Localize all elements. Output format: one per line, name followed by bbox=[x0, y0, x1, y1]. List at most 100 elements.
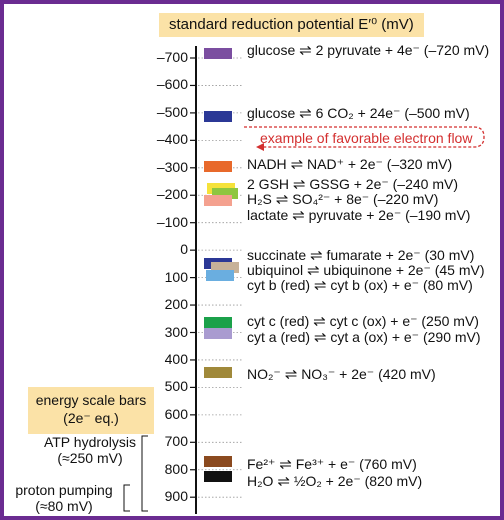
equilibrium-icon: ⇌ bbox=[313, 277, 327, 294]
example-note: example of favorable electron flow bbox=[260, 130, 473, 146]
tick-label: –400 bbox=[156, 131, 188, 148]
equilibrium-icon: ⇌ bbox=[279, 456, 292, 473]
reactant: cyt b (red) bbox=[247, 277, 311, 293]
equilibrium-icon: ⇌ bbox=[292, 176, 306, 193]
atp-line1: ATP hydrolysis bbox=[43, 434, 137, 450]
reaction-glucose-co2: glucose ⇌ 6 CO₂ + 24e⁻ (–500 mV) bbox=[247, 104, 470, 122]
products: cyt a (ox) + e⁻ (290 mV) bbox=[330, 329, 481, 345]
energy-scale-subtitle: (2e⁻ eq.) bbox=[63, 410, 119, 426]
proton-bracket bbox=[123, 484, 130, 512]
reactant: NO₂⁻ bbox=[247, 366, 281, 382]
equilibrium-icon: ⇌ bbox=[299, 42, 312, 59]
swatch-h2s bbox=[204, 195, 232, 206]
swatch-glucose-co2 bbox=[204, 111, 232, 122]
products: cyt b (ox) + e⁻ (80 mV) bbox=[330, 277, 473, 293]
products: Fe³⁺ + e⁻ (760 mV) bbox=[295, 456, 417, 472]
electron-flow-arrowhead bbox=[256, 143, 264, 151]
tick-label: 800 bbox=[164, 460, 188, 477]
swatch-glucose-pyruvate bbox=[204, 48, 232, 59]
swatch-fe bbox=[204, 456, 232, 467]
reaction-cytb: cyt b (red) ⇌ cyt b (ox) + e⁻ (80 mV) bbox=[247, 276, 473, 294]
atp-hydrolysis-label: ATP hydrolysis (≈250 mV) bbox=[40, 434, 140, 466]
reaction-gsh: 2 GSH ⇌ GSSG + 2e⁻ (–240 mV) bbox=[247, 175, 458, 193]
products: cyt c (ox) + e⁻ (250 mV) bbox=[329, 313, 479, 329]
energy-scale-title: energy scale bars bbox=[35, 392, 147, 408]
energy-scale-box: energy scale bars (2e⁻ eq.) bbox=[28, 387, 154, 434]
tick-label: –700 bbox=[156, 49, 188, 65]
products: 6 CO₂ + 24e⁻ (–500 mV) bbox=[315, 105, 470, 121]
reaction-h2s: H₂S ⇌ SO₄²⁻ + 8e⁻ (–220 mV) bbox=[247, 190, 438, 208]
equilibrium-icon: ⇌ bbox=[290, 156, 304, 173]
equilibrium-icon: ⇌ bbox=[306, 262, 320, 279]
equilibrium-icon: ⇌ bbox=[277, 473, 290, 490]
products: 2 pyruvate + 4e⁻ (–720 mV) bbox=[315, 42, 490, 58]
electron-flow-arrow bbox=[244, 126, 485, 148]
reaction-nadh: NADH ⇌ NAD⁺ + 2e⁻ (–320 mV) bbox=[247, 155, 452, 173]
products: GSSG + 2e⁻ (–240 mV) bbox=[309, 176, 458, 192]
reactant: NADH bbox=[247, 156, 287, 172]
swatch-cyta bbox=[204, 328, 232, 339]
swatch-cytb bbox=[206, 270, 234, 281]
tick-label: 400 bbox=[164, 350, 188, 367]
tick-label: 500 bbox=[164, 378, 188, 395]
tick-label: 600 bbox=[164, 405, 188, 422]
products: SO₄²⁻ + 8e⁻ (–220 mV) bbox=[292, 191, 439, 207]
reaction-fe: Fe²⁺ ⇌ Fe³⁺ + e⁻ (760 mV) bbox=[247, 455, 417, 473]
reactant: lactate bbox=[247, 207, 289, 223]
equilibrium-icon: ⇌ bbox=[299, 105, 312, 122]
products: pyruvate + 2e⁻ (–190 mV) bbox=[308, 207, 471, 223]
tick-label: –300 bbox=[156, 158, 188, 175]
tick-label: 700 bbox=[164, 433, 188, 450]
equilibrium-icon: ⇌ bbox=[310, 247, 323, 264]
equilibrium-icon: ⇌ bbox=[313, 313, 326, 330]
reactant: glucose bbox=[247, 42, 296, 58]
reactant: cyt a (red) bbox=[247, 329, 311, 345]
tick-label: 100 bbox=[164, 268, 188, 285]
tick-label: 200 bbox=[164, 296, 188, 313]
atp-line2: (≈250 mV) bbox=[57, 450, 123, 466]
reaction-ubiquinol: ubiquinol ⇌ ubiquinone + 2e⁻ (45 mV) bbox=[247, 261, 485, 279]
tick-label: 0 bbox=[180, 241, 188, 258]
equilibrium-icon: ⇌ bbox=[292, 207, 305, 224]
swatch-no2 bbox=[204, 367, 232, 378]
tick-label: 300 bbox=[164, 323, 188, 340]
equilibrium-icon: ⇌ bbox=[275, 191, 289, 208]
proton-line2: (≈80 mV) bbox=[35, 498, 93, 514]
reactant: succinate bbox=[247, 247, 307, 263]
swatch-h2s-overlap bbox=[212, 188, 238, 199]
reaction-h2o: H₂O ⇌ ½O₂ + 2e⁻ (820 mV) bbox=[247, 472, 422, 490]
reactant: H₂O bbox=[247, 473, 274, 489]
atp-bracket bbox=[141, 435, 148, 512]
tick-label: 900 bbox=[164, 488, 188, 505]
reaction-glucose-pyruvate: glucose ⇌ 2 pyruvate + 4e⁻ (–720 mV) bbox=[247, 41, 489, 59]
products: ubiquinone + 2e⁻ (45 mV) bbox=[323, 262, 485, 278]
products: ½O₂ + 2e⁻ (820 mV) bbox=[293, 473, 423, 489]
reaction-no2: NO₂⁻ ⇌ NO₃⁻ + 2e⁻ (420 mV) bbox=[247, 365, 436, 383]
reactant: 2 GSH bbox=[247, 176, 290, 192]
swatch-h2o bbox=[204, 471, 232, 482]
products: fumarate + 2e⁻ (30 mV) bbox=[326, 247, 475, 263]
tick-label: –500 bbox=[156, 103, 188, 120]
proton-pumping-label: proton pumping (≈80 mV) bbox=[8, 482, 120, 514]
swatch-cytc bbox=[204, 317, 232, 328]
products: NAD⁺ + 2e⁻ (–320 mV) bbox=[307, 156, 453, 172]
tick-label: –200 bbox=[156, 186, 188, 203]
reactant: H₂S bbox=[247, 191, 272, 207]
axis-title: standard reduction potential E′⁰ (mV) bbox=[159, 13, 424, 37]
axis-ticks bbox=[190, 57, 196, 498]
equilibrium-icon: ⇌ bbox=[284, 366, 298, 383]
products: NO₃⁻ + 2e⁻ (420 mV) bbox=[301, 366, 436, 382]
reactant: ubiquinol bbox=[247, 262, 304, 278]
reactant: glucose bbox=[247, 105, 296, 121]
tick-label: –600 bbox=[156, 76, 188, 93]
reaction-cyta: cyt a (red) ⇌ cyt a (ox) + e⁻ (290 mV) bbox=[247, 328, 481, 346]
tick-label: –100 bbox=[156, 213, 188, 230]
reaction-succinate: succinate ⇌ fumarate + 2e⁻ (30 mV) bbox=[247, 246, 474, 264]
swatch-ubiquinol bbox=[211, 262, 239, 273]
swatch-nadh bbox=[204, 161, 232, 172]
reactant: Fe²⁺ bbox=[247, 456, 276, 472]
reaction-cytc: cyt c (red) ⇌ cyt c (ox) + e⁻ (250 mV) bbox=[247, 312, 479, 330]
reactant: cyt c (red) bbox=[247, 313, 310, 329]
equilibrium-icon: ⇌ bbox=[313, 329, 327, 346]
